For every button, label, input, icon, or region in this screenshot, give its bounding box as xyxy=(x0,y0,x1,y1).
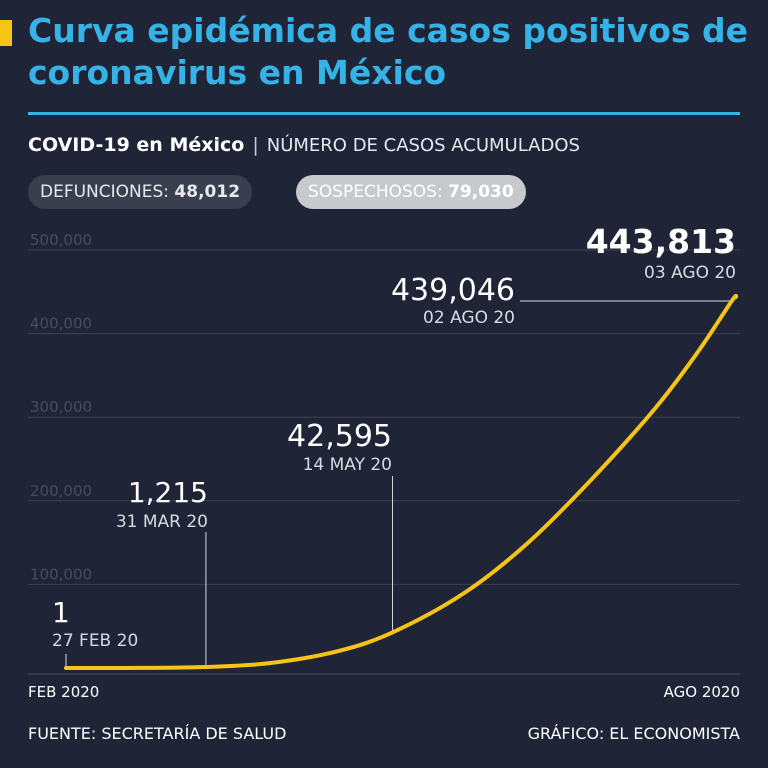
suspects-value: 79,030 xyxy=(448,182,514,202)
page-title: Curva epidémica de casos positivos de co… xyxy=(28,11,749,92)
x-start-label: FEB 2020 xyxy=(28,683,99,701)
annotation-value: 1,215 xyxy=(128,476,208,509)
annotation-date: 27 FEB 20 xyxy=(52,631,138,651)
suspects-label: SOSPECHOSOS: xyxy=(308,182,443,202)
subtitle-measure: NÚMERO DE CASOS ACUMULADOS xyxy=(266,135,580,156)
suspects-badge: SOSPECHOSOS: 79,030 xyxy=(296,175,526,209)
deaths-value: 48,012 xyxy=(174,182,241,202)
source-note: FUENTE: SECRETARÍA DE SALUD xyxy=(28,724,287,743)
y-tick-label: 300,000 xyxy=(30,398,92,416)
annotation-date: 14 MAY 20 xyxy=(303,455,392,475)
annotation-value: 443,813 xyxy=(586,222,736,261)
annotation-value: 42,595 xyxy=(287,419,392,454)
annotation-date: 03 AGO 20 xyxy=(644,263,736,283)
y-tick-label: 100,000 xyxy=(30,565,92,583)
annotation-date: 02 AGO 20 xyxy=(423,308,515,328)
subtitle-separator: | xyxy=(252,134,259,156)
y-tick-label: 400,000 xyxy=(30,315,92,333)
chart-subtitle: COVID-19 en México | NÚMERO DE CASOS ACUMU… xyxy=(28,134,580,156)
y-tick-label: 500,000 xyxy=(30,231,92,249)
series-line xyxy=(64,293,739,671)
y-tick-label: 200,000 xyxy=(30,482,92,500)
subtitle-topic: COVID-19 en México xyxy=(28,134,245,156)
credit-note: GRÁFICO: EL ECONOMISTA xyxy=(527,724,740,743)
x-end-label: AGO 2020 xyxy=(664,683,740,701)
title-divider xyxy=(28,112,740,115)
annotation-date: 31 MAR 20 xyxy=(116,512,208,532)
deaths-label: DEFUNCIONES: xyxy=(40,182,170,202)
annotation-value: 439,046 xyxy=(391,273,515,308)
title-accent-bar xyxy=(0,20,12,46)
annotation-value: 1 xyxy=(52,596,70,629)
deaths-badge: DEFUNCIONES: 48,012 xyxy=(28,175,253,209)
